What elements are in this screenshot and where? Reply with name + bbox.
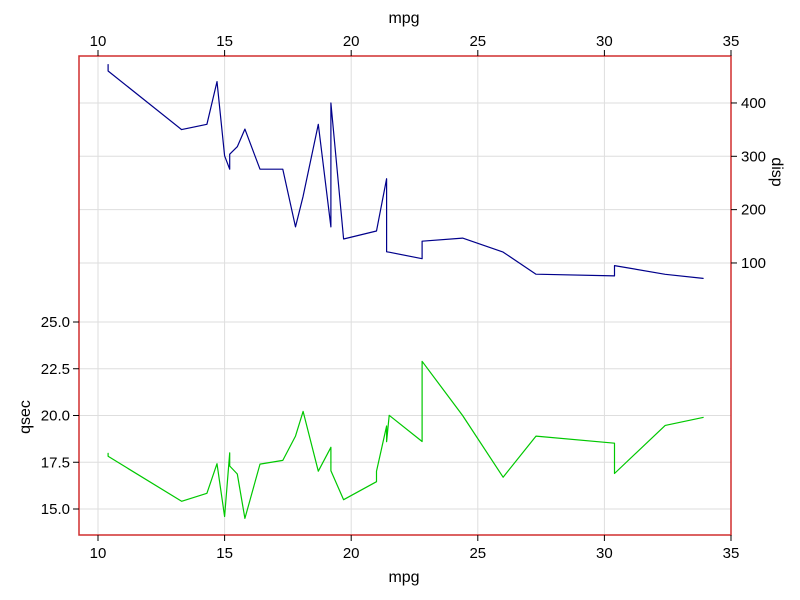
right-tick-label: 200 <box>741 202 766 219</box>
top-tick-label: 20 <box>343 33 360 50</box>
top-axis-title: mpg <box>388 10 420 27</box>
bottom-tick-label: 30 <box>596 545 613 562</box>
bottom-tick-label: 15 <box>216 545 233 562</box>
right-axis-title: disp <box>768 157 785 187</box>
bottom-tick-label: 10 <box>90 545 107 562</box>
plot-border <box>78 55 732 536</box>
bottom-tick-label: 25 <box>469 545 486 562</box>
top-tick-label: 35 <box>723 33 740 50</box>
right-tick-label: 100 <box>741 255 766 272</box>
left-tick-label: 17.5 <box>41 454 70 471</box>
top-tick-label: 30 <box>596 33 613 50</box>
left-tick-label: 25.0 <box>41 314 70 331</box>
left-tick-label: 15.0 <box>41 501 70 518</box>
top-tick-label: 15 <box>216 33 233 50</box>
top-tick-label: 10 <box>90 33 107 50</box>
bottom-axis-title: mpg <box>388 569 420 586</box>
bottom-tick-label: 35 <box>723 545 740 562</box>
top-tick-label: 25 <box>469 33 486 50</box>
disp-line <box>107 63 704 279</box>
left-tick-label: 22.5 <box>41 361 70 378</box>
qsec-line <box>107 360 704 520</box>
right-tick-label: 300 <box>741 148 766 165</box>
left-tick-label: 20.0 <box>41 408 70 425</box>
left-axis-title: qsec <box>17 400 34 434</box>
right-tick-label: 400 <box>741 95 766 112</box>
bottom-tick-label: 20 <box>343 545 360 562</box>
